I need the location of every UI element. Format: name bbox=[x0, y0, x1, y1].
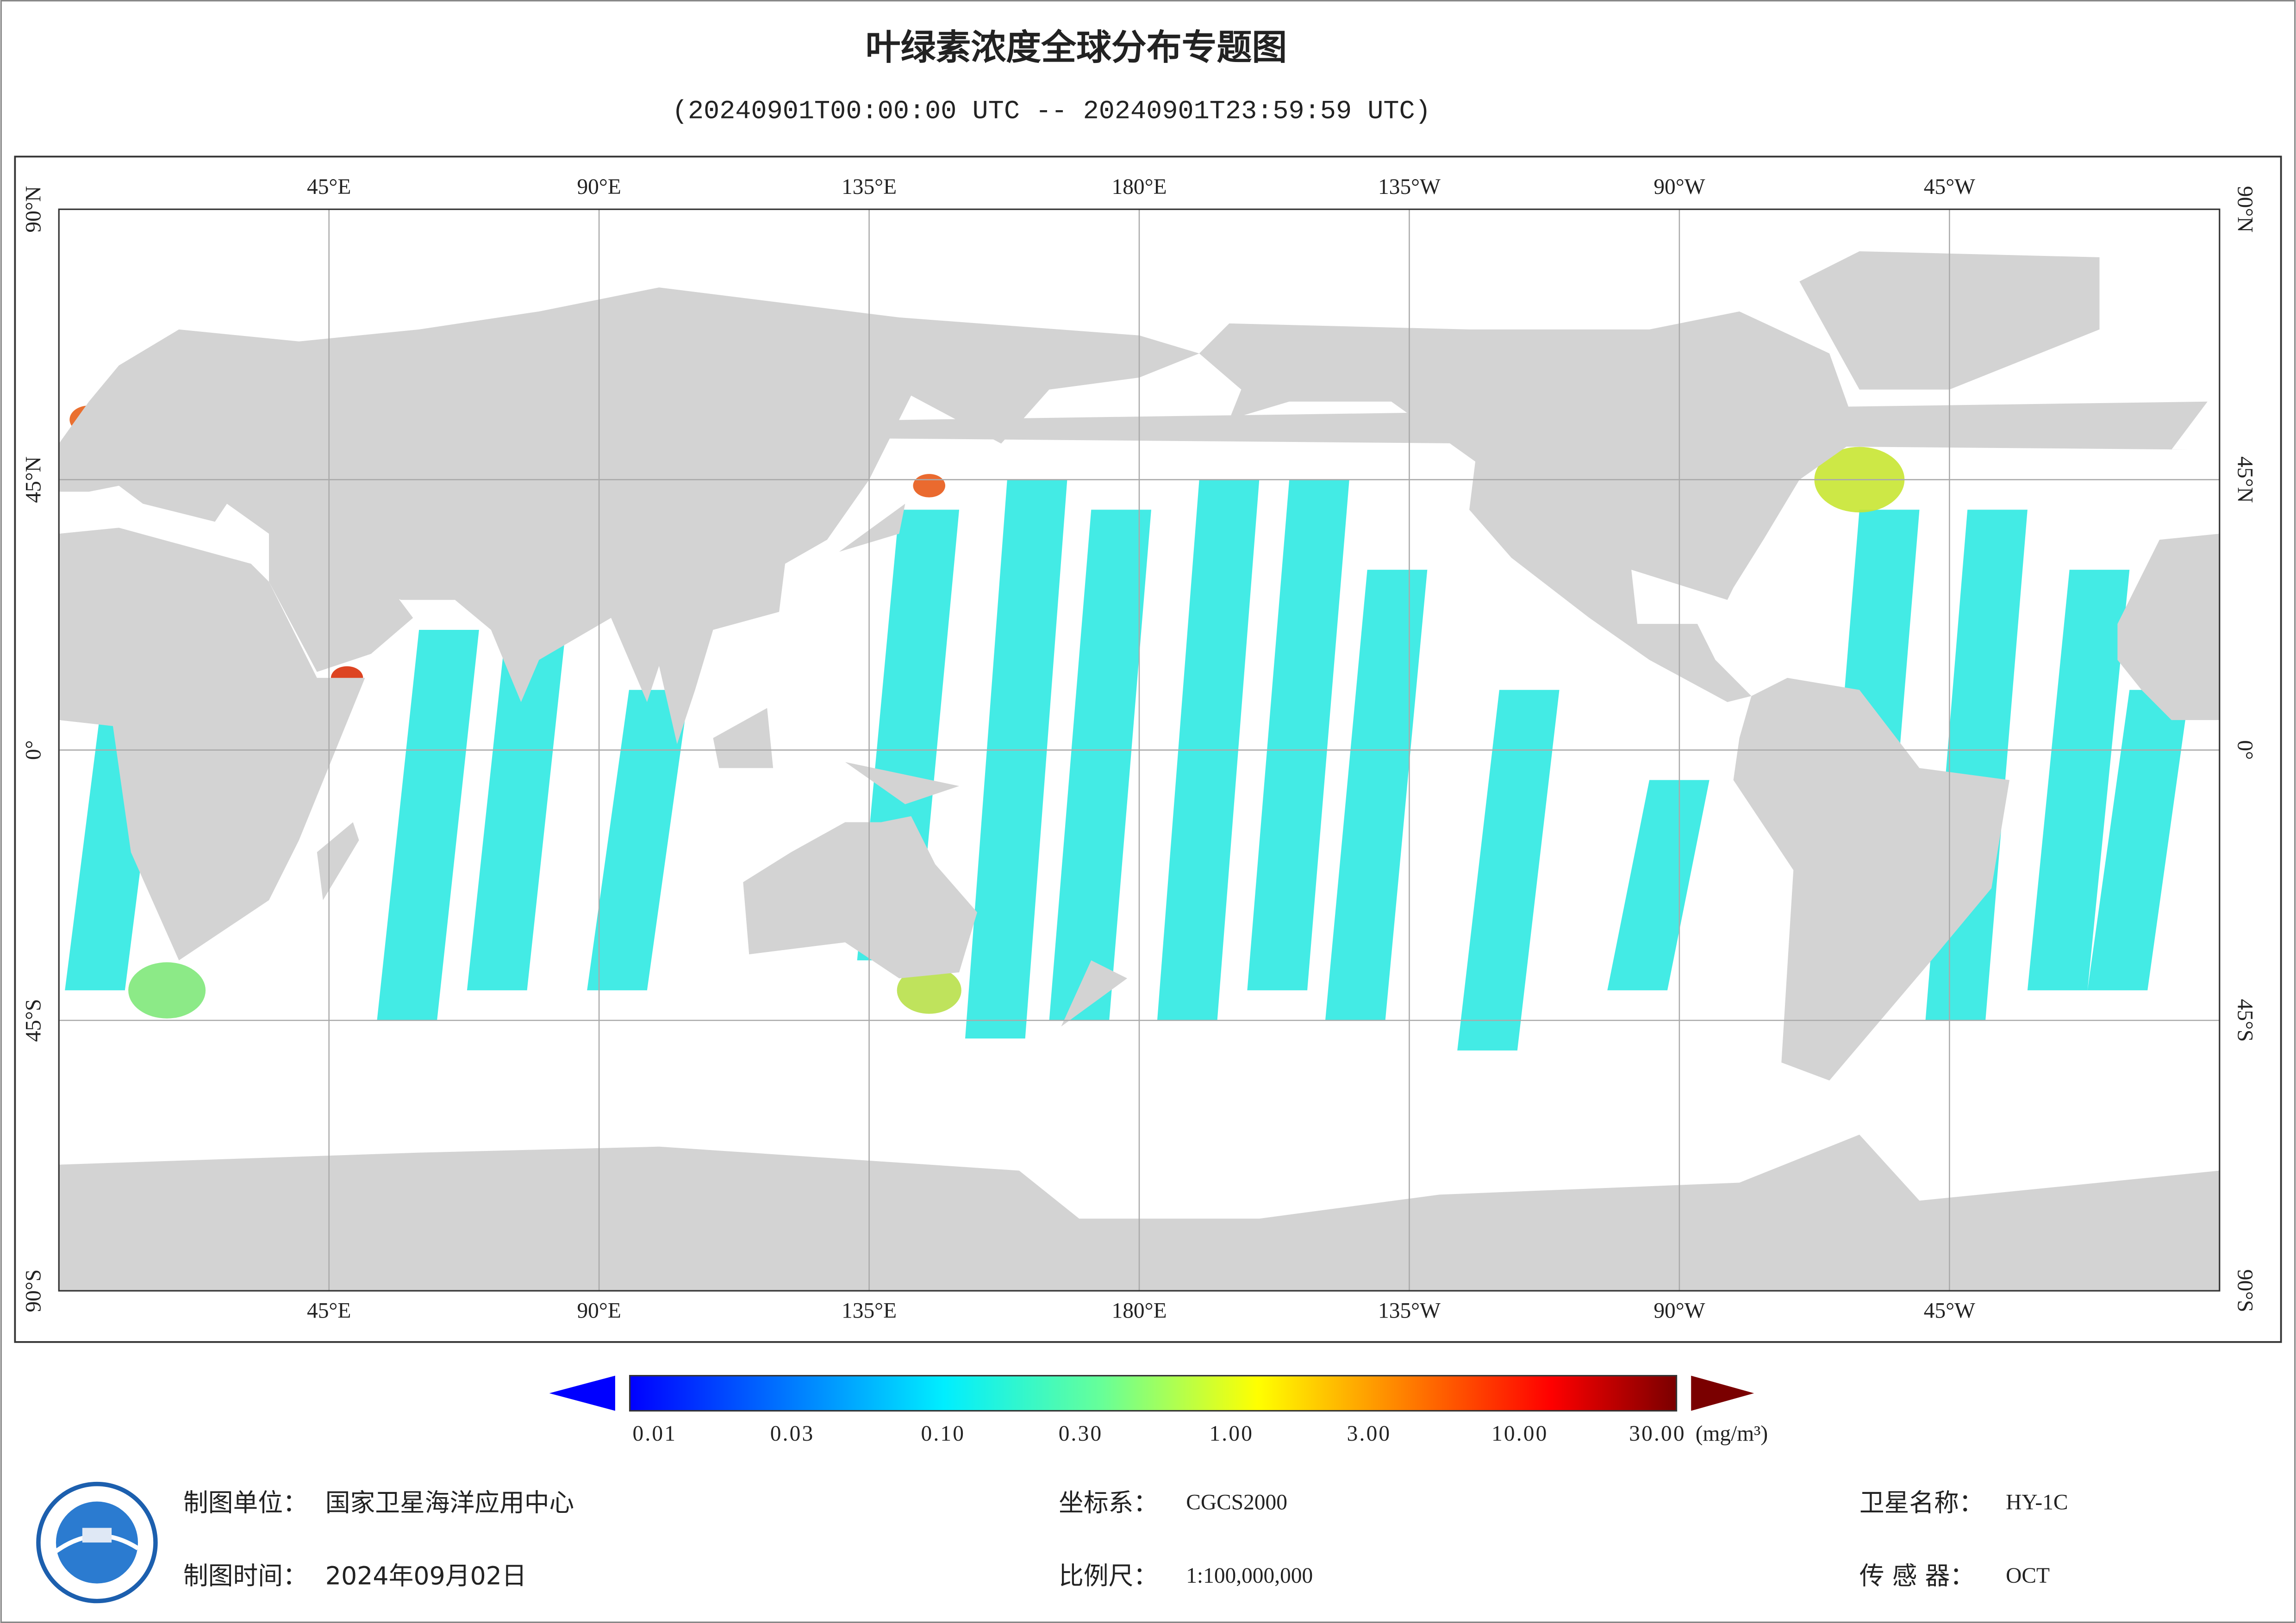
lon-label-top: 90°E bbox=[577, 175, 621, 199]
data-swath bbox=[2087, 690, 2190, 990]
colorbar-tick-label: 0.03 bbox=[770, 1422, 815, 1446]
lat-label-left: 45°S bbox=[22, 999, 46, 1042]
bloom-patch bbox=[128, 962, 206, 1019]
lat-label-right: 0° bbox=[2233, 740, 2257, 760]
map-title: 叶绿素浓度全球分布专题图 bbox=[866, 27, 1287, 68]
lat-label-right: 90°N bbox=[2233, 186, 2257, 233]
map-area bbox=[59, 209, 2220, 1291]
data-swath bbox=[587, 690, 689, 990]
lon-label-bottom: 135°E bbox=[842, 1299, 897, 1323]
colorbar-tick-label: 1.00 bbox=[1209, 1422, 1254, 1446]
lat-label-left: 45°N bbox=[22, 456, 46, 503]
bloom-patch bbox=[897, 967, 961, 1014]
land bbox=[59, 287, 1199, 744]
colorbar bbox=[629, 1374, 1678, 1412]
sensor-label: 传 感 器： bbox=[1859, 1561, 1975, 1591]
lat-label-right: 45°S bbox=[2233, 999, 2257, 1042]
lon-label-top: 90°W bbox=[1653, 175, 1705, 199]
colorbar-tick-label: 0.10 bbox=[921, 1422, 965, 1446]
lat-label-left: 0° bbox=[22, 740, 46, 760]
data-swath bbox=[1049, 510, 1151, 1021]
map-border bbox=[58, 208, 2221, 1292]
crs: CGCS2000 bbox=[1186, 1491, 1287, 1515]
data-swath bbox=[467, 600, 569, 990]
lon-label-top: 135°E bbox=[842, 175, 897, 199]
lon-label-bottom: 90°E bbox=[577, 1299, 621, 1323]
colorbar-tick-label: 10.00 bbox=[1491, 1422, 1548, 1446]
lon-label-bottom: 45°W bbox=[1924, 1299, 1975, 1323]
lon-label-top: 180°E bbox=[1111, 175, 1167, 199]
lon-label-bottom: 45°E bbox=[307, 1299, 351, 1323]
bloom-patch bbox=[913, 474, 946, 497]
graticule-labels: 45°E 45°E 90°E 90°E 135°E 135°E 180°E 180°E 135°… bbox=[22, 175, 2257, 1323]
org: 国家卫星海洋应用中心 bbox=[325, 1488, 574, 1517]
map-subtitle: (20240901T00:00:00 UTC -- 20240901T23:59… bbox=[672, 97, 1431, 126]
data-swath bbox=[1607, 780, 1710, 990]
sensor: OCT bbox=[2006, 1564, 2050, 1588]
lat-label-right: 90°S bbox=[2233, 1269, 2257, 1312]
colorbar-tick-label: 0.01 bbox=[632, 1422, 677, 1446]
lat-label-right: 45°N bbox=[2233, 456, 2257, 503]
data-swath bbox=[1247, 479, 1349, 990]
land bbox=[1733, 678, 2010, 1081]
satellite: HY-1C bbox=[2006, 1491, 2068, 1515]
colorbar-low-arrow bbox=[549, 1375, 615, 1411]
lon-label-top: 45°W bbox=[1924, 175, 1975, 199]
land bbox=[845, 762, 960, 804]
land bbox=[2117, 534, 2220, 720]
logo bbox=[36, 1481, 158, 1604]
org-label: 制图单位： bbox=[183, 1488, 308, 1517]
lon-label-bottom: 90°W bbox=[1653, 1299, 1705, 1323]
land bbox=[59, 528, 365, 961]
satellite-label: 卫星名称： bbox=[1859, 1488, 1984, 1517]
date: 2024年09月02日 bbox=[325, 1561, 527, 1591]
colorbar-tick-label: 3.00 bbox=[1347, 1422, 1391, 1446]
colorbar-tick-label: 30.00 bbox=[1629, 1422, 1686, 1446]
lat-label-left: 90°S bbox=[22, 1269, 46, 1312]
lon-label-top: 45°E bbox=[307, 175, 351, 199]
lat-label-left: 90°N bbox=[22, 186, 46, 233]
scale-label: 比例尺： bbox=[1059, 1561, 1158, 1591]
colorbar-unit: (mg/m³) bbox=[1696, 1422, 1768, 1446]
data-swath bbox=[965, 479, 1067, 1038]
data-swath bbox=[1457, 690, 1560, 1051]
land bbox=[713, 708, 774, 768]
land bbox=[1061, 960, 1128, 1027]
land bbox=[317, 822, 359, 901]
data-swath bbox=[2027, 570, 2130, 990]
date-label: 制图时间： bbox=[183, 1561, 308, 1591]
colorbar-ticks: 0.01 0.03 0.10 0.30 1.00 3.00 10.00 30.00 bbox=[632, 1422, 1686, 1446]
data-swath bbox=[1325, 570, 1428, 1021]
land bbox=[743, 816, 977, 979]
colorbar-tick-label: 0.30 bbox=[1059, 1422, 1103, 1446]
lon-label-bottom: 135°W bbox=[1378, 1299, 1441, 1323]
lon-label-bottom: 180°E bbox=[1111, 1299, 1167, 1323]
data-swath bbox=[377, 630, 479, 1021]
crs-label: 坐标系： bbox=[1059, 1488, 1158, 1517]
scale: 1:100,000,000 bbox=[1186, 1564, 1313, 1588]
lon-label-top: 135°W bbox=[1378, 175, 1441, 199]
colorbar-high-arrow bbox=[1691, 1375, 1754, 1411]
